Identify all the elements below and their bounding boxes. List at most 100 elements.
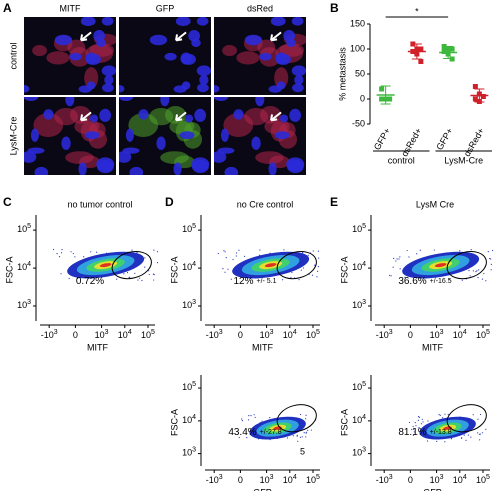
x-tick-label-exp: 3 [219,474,223,481]
event [314,264,316,266]
gate-text: 36.6% +/-16.5 [398,276,451,287]
event [137,279,139,281]
event [156,251,159,253]
nucleus [102,83,114,93]
signal [236,51,260,65]
event [70,251,72,253]
x-tick-label: 103 [260,474,274,486]
event [467,434,470,436]
event [224,271,226,273]
gate-sd: +/-13.8 [430,429,452,436]
x-tick-label-base: 10 [306,330,316,340]
x-tick-label: 104 [453,329,467,341]
event [479,439,481,441]
y-tick-label-exp: 4 [192,414,196,421]
nucleus [80,17,96,27]
y-tick-label: 103 [17,299,31,311]
y-tick-label: 103 [352,299,366,311]
data-point [472,84,478,89]
y-tick-label-base: 10 [182,262,192,272]
category-label: dsRed+ [399,126,423,158]
signal [46,51,70,65]
error-bar [380,85,391,105]
event [302,267,304,269]
y-tick-label: 105 [352,223,366,235]
event [61,249,63,251]
x-tick-label-exp: 3 [270,474,274,481]
event [136,252,138,254]
nucleus [43,109,54,120]
event [475,271,477,273]
event [392,266,394,268]
event [138,277,141,279]
y-tick-label: 105 [17,223,31,235]
event [426,440,429,442]
significance: * [415,6,419,16]
nucleus [196,65,211,77]
nucleus [179,131,195,140]
event [420,423,423,425]
gate [446,404,487,433]
y-tick-label: 50 [355,68,365,78]
event [301,436,303,438]
event [485,280,487,282]
gate-percent: 36.6% [398,276,426,287]
y-tick-label-exp: 4 [362,414,366,421]
event [152,273,155,275]
event [224,251,226,253]
x-tick-label: 105 [476,329,490,341]
x-tick-label-exp: 4 [293,329,297,336]
event [291,271,293,274]
gate-text: 43.4% +/-27.8 [228,427,281,438]
event [412,425,414,428]
nucleus [61,136,71,150]
x-tick-label-exp: 3 [54,329,58,336]
x-tick-label-exp: 3 [440,474,444,481]
group-label: control [388,155,415,165]
event [483,272,485,275]
x-tick-label-base: 10 [283,475,293,485]
event [421,418,423,420]
column-header: MITF [60,3,81,13]
y-tick-label: 0 [360,93,365,103]
x-tick-label-base: 10 [453,330,463,340]
nucleus [175,17,191,27]
event [298,279,300,281]
x-tick-label: 104 [283,329,297,341]
nucleus [283,30,296,42]
event [235,252,238,254]
signal [279,43,305,57]
nucleus [268,85,282,93]
micrograph-content [24,17,116,95]
x-axis-label: MITF [422,342,443,352]
nucleus [93,30,106,42]
nucleus [270,17,286,27]
panel-letter: C [3,195,12,209]
y-tick-label-base: 10 [17,262,27,272]
event [283,249,285,251]
event [153,279,155,281]
event [317,257,320,259]
nucleus [65,97,75,107]
micrograph-content [119,97,211,175]
nucleus [84,131,100,140]
event [413,427,415,430]
nucleus [129,166,144,175]
event [230,278,232,280]
nucleus [255,97,265,107]
y-tick-label: 104 [352,261,366,273]
y-tick-label-base: 10 [352,300,362,310]
x-tick-label-exp: 5 [486,474,490,481]
event [225,256,227,259]
x-tick-label-base: 10 [430,475,440,485]
y-tick-label: 104 [17,261,31,273]
nucleus [181,53,196,65]
x-tick-label-base: 10 [141,330,151,340]
x-tick-label-exp: 5 [316,474,320,481]
event [490,263,492,265]
x-tick-label-base: 10 [453,475,463,485]
nucleus [214,97,229,102]
x-tick-label-exp: 3 [105,329,109,336]
event [439,414,441,416]
event [305,418,307,420]
